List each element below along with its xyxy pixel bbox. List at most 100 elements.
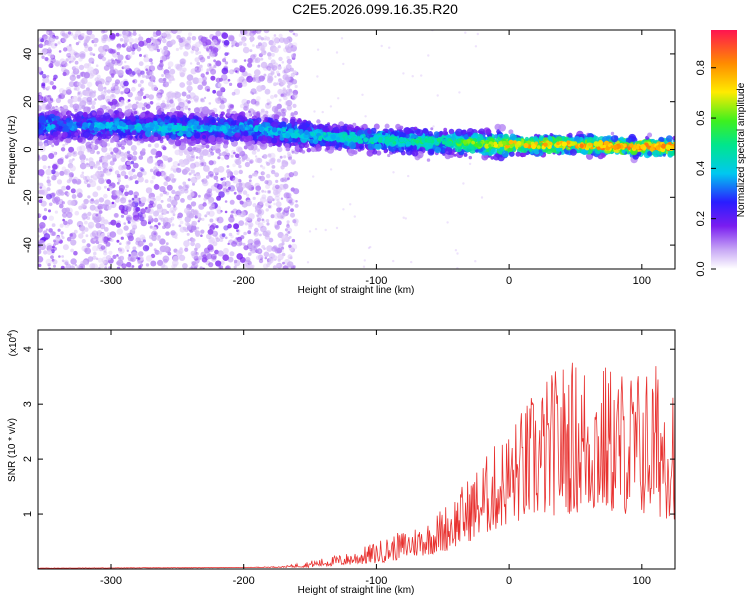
spectrogram-noise-dot: [427, 54, 430, 57]
spectrogram-noise-dot: [123, 210, 127, 214]
spectrogram-noise-dot: [127, 54, 133, 59]
spectrogram-noise-dot: [225, 265, 231, 269]
spectrogram-noise-dot: [71, 60, 74, 63]
spectrogram-noise-dot: [199, 266, 203, 269]
spectrogram-noise-dot: [228, 35, 235, 42]
spectrogram-noise-dot: [233, 88, 241, 96]
spectrogram-noise-dot: [235, 209, 242, 216]
spectrogram-noise-dot: [117, 54, 124, 61]
spectrogram-noise-dot: [97, 257, 103, 263]
spectrogram-noise-dot: [392, 259, 395, 263]
spectrogram-noise-dot: [68, 174, 72, 178]
spectrogram-noise-dot: [132, 78, 138, 84]
spectrogram-noise-dot: [316, 75, 319, 78]
spectrogram-ridge-dot: [346, 124, 355, 132]
spectrogram-noise-dot: [195, 232, 200, 237]
spectrogram-noise-dot: [124, 175, 129, 179]
spectrogram-noise-dot: [162, 100, 165, 104]
spectrogram-noise-dot: [260, 45, 265, 49]
spectrogram-noise-dot: [205, 175, 210, 179]
spectrogram-noise-dot: [126, 161, 131, 166]
spectrogram-noise-dot: [337, 97, 340, 100]
spectrogram-noise-dot: [251, 32, 254, 36]
spectrogram-noise-dot: [290, 159, 296, 165]
spectrogram-noise-dot: [285, 46, 293, 54]
spectrogram-noise-dot: [170, 231, 174, 235]
spectrogram-noise-dot: [105, 76, 112, 83]
spectrogram-noise-dot: [67, 31, 72, 35]
spectrogram-noise-dot: [224, 210, 228, 214]
spectrogram-noise-dot: [247, 62, 253, 68]
spectrogram-noise-dot: [235, 70, 238, 73]
spectrogram-noise-dot: [47, 41, 53, 47]
spectrogram-noise-dot: [171, 178, 176, 183]
spectrogram-noise-dot: [308, 230, 312, 233]
spectrogram-noise-dot: [38, 66, 42, 73]
spectrogram-noise-dot: [81, 171, 85, 175]
spectrogram-noise-dot: [150, 148, 158, 155]
spectrogram-noise-dot: [476, 32, 479, 36]
spectrogram-noise-dot: [91, 105, 95, 110]
spectrogram-noise-dot: [193, 161, 200, 168]
spectrogram-ridge-dot: [430, 127, 434, 131]
spectrogram-noise-dot: [73, 229, 78, 234]
spectrogram-noise-dot: [392, 171, 395, 174]
spectrogram-noise-dot: [213, 64, 217, 67]
spectrogram-noise-dot: [253, 69, 261, 76]
spectrogram-noise-dot: [192, 147, 196, 151]
spectrogram-noise-dot: [46, 187, 51, 192]
spectrogram-noise-dot: [238, 78, 243, 84]
spectrogram-noise-dot: [145, 37, 152, 44]
spectrogram-noise-dot: [186, 85, 193, 92]
spectrogram-noise-dot: [187, 238, 190, 242]
spectrogram-noise-dot: [116, 181, 120, 185]
spectrogram-noise-dot: [155, 155, 159, 159]
spectrogram-noise-dot: [147, 143, 152, 148]
spectrogram-noise-dot: [188, 81, 193, 86]
spectrogram-noise-dot: [190, 241, 196, 247]
spectrogram-noise-dot: [97, 166, 102, 171]
spectrogram-noise-dot: [60, 147, 66, 152]
spectrogram-noise-dot: [156, 41, 160, 45]
spectrogram-noise-dot: [257, 208, 265, 216]
spectrogram-noise-dot: [288, 156, 292, 161]
spectrogram-noise-dot: [68, 81, 75, 88]
spectrogram-noise-dot: [92, 245, 98, 252]
spectrogram-noise-dot: [233, 151, 236, 155]
spectrogram-noise-dot: [237, 195, 242, 201]
spectrogram-noise-dot: [238, 76, 245, 83]
spectrogram-noise-dot: [167, 251, 172, 256]
spectrogram-noise-dot: [204, 195, 207, 199]
spectrogram-noise-dot: [223, 39, 230, 46]
spectrogram-noise-dot: [213, 175, 219, 180]
spectrogram-noise-dot: [179, 254, 186, 261]
spectrogram-noise-dot: [292, 219, 297, 224]
spectrogram-noise-dot: [195, 251, 199, 256]
spectrogram-noise-dot: [108, 147, 113, 152]
spectrogram-noise-dot: [196, 61, 200, 66]
spectrogram-noise-dot: [128, 70, 135, 77]
spectrogram-noise-dot: [47, 182, 52, 187]
spectrogram-noise-dot: [131, 197, 135, 201]
spectrogram-noise-dot: [266, 65, 272, 71]
spectrogram-noise-dot: [190, 176, 198, 184]
spectrogram-noise-dot: [150, 196, 155, 202]
spectrogram-noise-dot: [458, 91, 461, 94]
spectrogram-noise-dot: [79, 145, 86, 152]
spectrogram-noise-dot: [207, 153, 212, 158]
spectrogram-noise-dot: [282, 87, 286, 91]
spectrogram-noise-dot: [244, 112, 251, 119]
spectrogram-noise-dot: [185, 99, 189, 102]
spectrogram-noise-dot: [259, 201, 264, 206]
spectrogram-noise-dot: [74, 52, 80, 58]
spectrogram-ridge-dot: [101, 141, 108, 148]
spectrogram-noise-dot: [103, 236, 109, 243]
spectrogram-noise-dot: [172, 106, 176, 111]
spectrogram-noise-dot: [272, 47, 279, 53]
spectrogram-noise-dot: [235, 237, 238, 240]
spectrogram-noise-dot: [126, 249, 129, 252]
spectrogram-noise-dot: [210, 253, 217, 260]
spectrogram-noise-dot: [239, 182, 246, 189]
spectrogram-noise-dot: [402, 72, 405, 75]
spectrogram-noise-dot: [116, 239, 120, 243]
